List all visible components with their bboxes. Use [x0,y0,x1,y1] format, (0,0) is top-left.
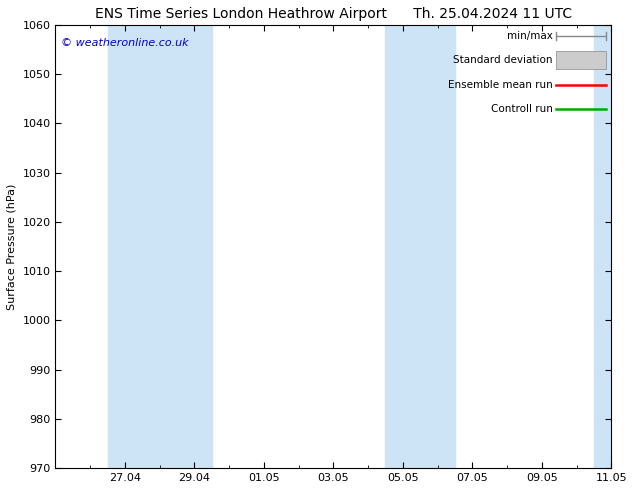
Text: Ensemble mean run: Ensemble mean run [448,80,553,90]
Text: © weatheronline.co.uk: © weatheronline.co.uk [61,38,189,48]
Text: min/max: min/max [507,31,553,41]
Bar [555,51,605,69]
Bar [108,25,212,468]
Bar [594,25,628,468]
Bar [385,25,455,468]
Title: ENS Time Series London Heathrow Airport      Th. 25.04.2024 11 UTC: ENS Time Series London Heathrow Airport … [95,7,572,21]
Y-axis label: Surface Pressure (hPa): Surface Pressure (hPa) [7,183,17,310]
Text: Standard deviation: Standard deviation [453,55,553,65]
Text: Controll run: Controll run [491,104,553,114]
